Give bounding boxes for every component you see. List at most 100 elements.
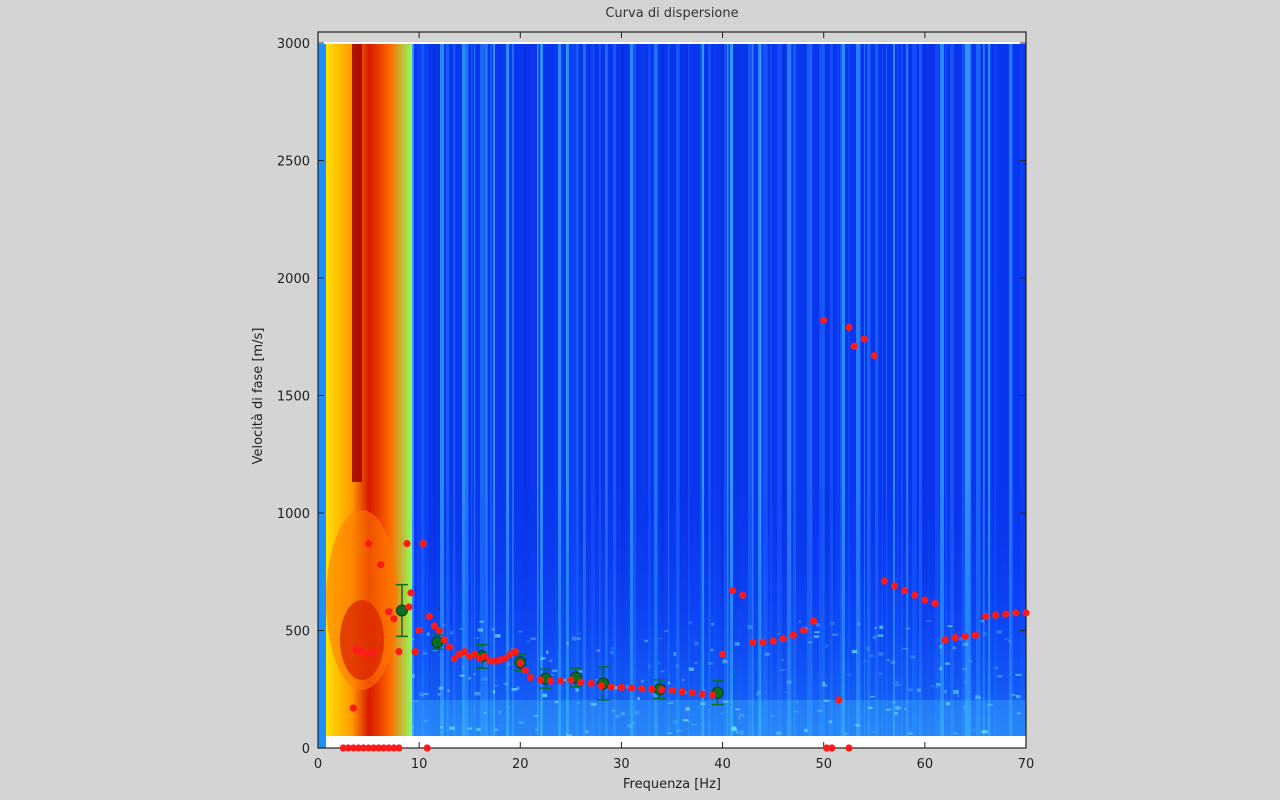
heatmap-stripe [919, 42, 922, 748]
heatmap-noise [974, 695, 980, 700]
x-tick-label: 30 [613, 757, 630, 772]
pick-point [577, 678, 585, 686]
dispersion-picks [339, 316, 1030, 752]
heatmap-stripe [465, 42, 469, 748]
heatmap-stripe [591, 42, 595, 748]
pick-point [597, 682, 605, 690]
heatmap-stripe [633, 42, 636, 748]
heatmap-noise [423, 719, 429, 722]
heatmap-streak [462, 42, 465, 748]
pick-point [880, 577, 889, 585]
heatmap-stripe [661, 42, 665, 748]
heatmap-stripe [474, 42, 476, 748]
heatmap-stripe [897, 42, 899, 748]
heatmap-noise [711, 622, 714, 626]
pick-point [911, 591, 919, 599]
pick-point [638, 685, 646, 693]
heatmap-top-edge [318, 42, 1026, 44]
heatmap-stripe [641, 42, 645, 748]
heatmap-stripe [822, 42, 825, 748]
heatmap-stripe [931, 42, 933, 748]
heatmap-noise [702, 688, 706, 692]
heatmap-stripe [438, 42, 441, 748]
y-tick-label: 2000 [277, 272, 310, 287]
pick-point [587, 679, 595, 687]
pick-point [356, 648, 365, 656]
pick-point [678, 688, 686, 696]
pick-point [941, 636, 949, 644]
heatmap-stripe [421, 42, 425, 748]
heatmap-stripe [882, 42, 884, 748]
pick-point [810, 617, 818, 625]
pick-point [607, 683, 615, 691]
pick-point [567, 676, 575, 684]
heatmap-stripe [446, 42, 450, 748]
pick-point [486, 657, 494, 665]
heatmap-noise [979, 696, 982, 699]
heatmap-noise [503, 682, 509, 686]
pick-point [823, 744, 831, 752]
heatmap-noise [540, 656, 546, 660]
heatmap-noise [551, 669, 558, 673]
heatmap-noise [516, 686, 520, 690]
heatmap-stripe [836, 42, 840, 748]
heatmap-blob [340, 600, 384, 680]
heatmap-noise [694, 662, 698, 664]
heatmap-stripe [613, 42, 617, 748]
pick-point [557, 677, 565, 685]
y-tick-label: 1000 [277, 507, 310, 522]
heatmap-noise [939, 645, 943, 648]
x-axis: 0 10 20 30 40 50 60 70 [314, 32, 1034, 772]
heatmap-stripe [668, 42, 670, 748]
heatmap-noise [660, 670, 665, 673]
heatmap-stripe [676, 42, 680, 748]
pick-point [617, 683, 626, 691]
pick-point [405, 603, 413, 611]
heatmap-noise [673, 652, 677, 657]
heatmap-stripe [945, 42, 948, 748]
heatmap-noise [632, 722, 635, 725]
heatmap-noise [786, 680, 792, 684]
heatmap-stripe [434, 42, 436, 748]
heatmap-noise [648, 664, 651, 669]
heatmap-stripe [426, 42, 428, 748]
heatmap-noise [784, 691, 790, 694]
heatmap-noise [585, 730, 589, 734]
heatmap-noise [879, 672, 883, 675]
pick-point [799, 626, 808, 635]
heatmap-noise [476, 637, 479, 639]
heatmap-noise [664, 630, 669, 632]
heatmap-noise [804, 728, 808, 733]
heatmap-noise [644, 639, 649, 643]
heatmap-noise [794, 711, 800, 713]
pick-point [749, 638, 757, 646]
heatmap-noise [878, 652, 884, 656]
heatmap-noise [571, 636, 576, 641]
heatmap-noise [426, 632, 430, 636]
heatmap-noise [468, 677, 472, 680]
heatmap-stripe [599, 42, 601, 748]
heatmap-noise [530, 637, 537, 640]
y-tick-label: 3000 [277, 37, 310, 52]
heatmap-noise [447, 689, 450, 693]
heatmap-stripe [760, 42, 763, 748]
x-tick-label: 70 [1018, 757, 1035, 772]
heatmap-streak [893, 42, 895, 748]
x-tick-label: 40 [714, 757, 731, 772]
heatmap-noise [731, 727, 737, 732]
heatmap-noise [437, 693, 441, 696]
heatmap-stripe [901, 42, 903, 748]
pick-point [739, 591, 747, 599]
x-axis-label: Frequenza [Hz] [623, 777, 721, 792]
heatmap-noise [494, 728, 498, 731]
heatmap-noise [1015, 673, 1022, 676]
heatmap-noise [688, 621, 693, 625]
heatmap-noise [891, 701, 897, 704]
pick-point [688, 689, 696, 697]
heatmap-noise [956, 694, 960, 698]
heatmap-stripe [705, 42, 710, 748]
heatmap-stripe [714, 42, 717, 748]
heatmap-noise [895, 684, 901, 686]
heatmap-noise [449, 726, 456, 730]
heatmap-stripe [748, 42, 753, 748]
